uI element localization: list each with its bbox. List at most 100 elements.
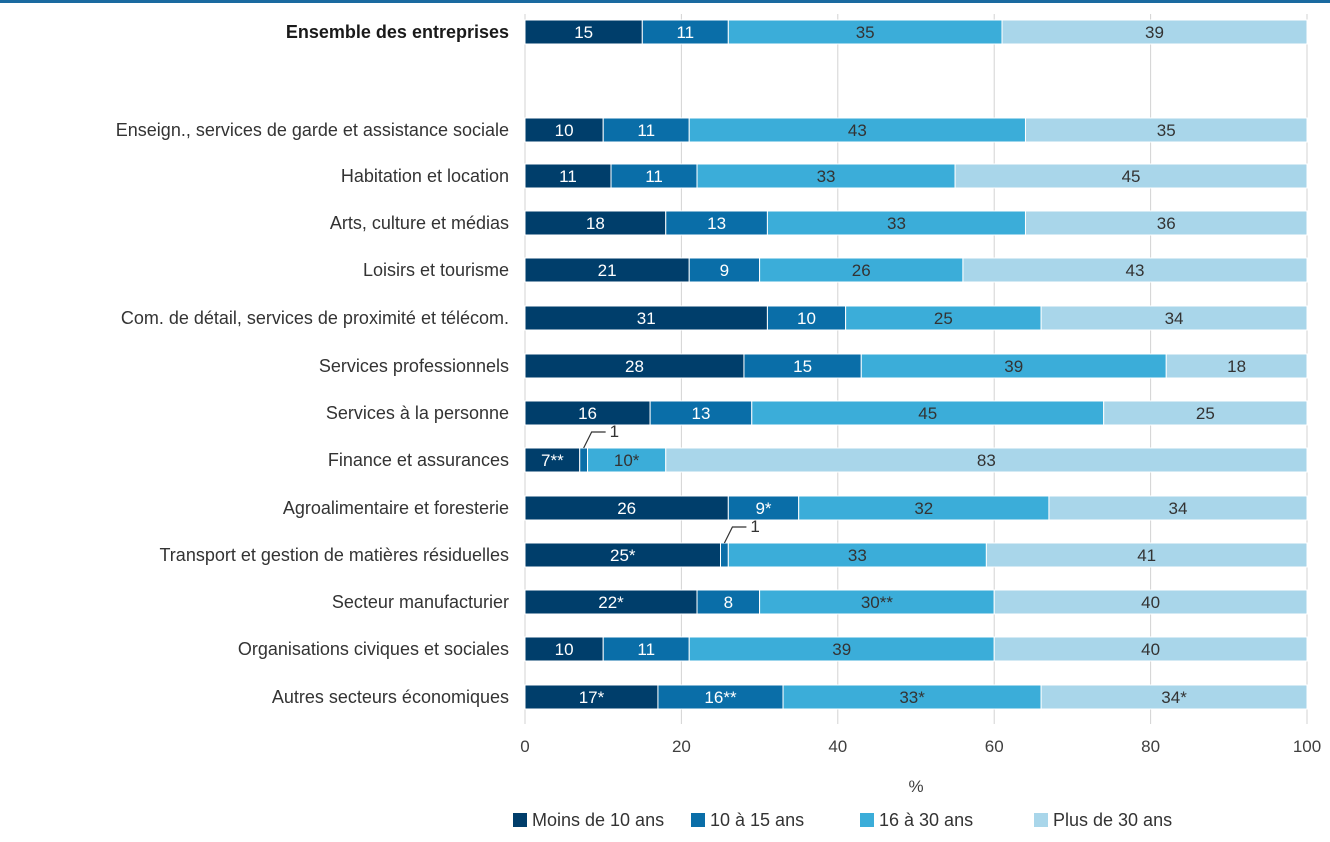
bar-segment: [524, 684, 659, 710]
data-label: 11: [637, 640, 655, 659]
bar-segment: [993, 589, 1308, 615]
data-label: 45: [918, 404, 937, 423]
bar-segment: [1165, 353, 1308, 379]
category-label: Autres secteurs économiques: [272, 687, 509, 707]
bar-segment: [1024, 117, 1308, 143]
x-tick-label: 80: [1141, 737, 1160, 756]
bar-segment: [798, 495, 1050, 521]
category-label: Arts, culture et médias: [330, 213, 509, 233]
data-label: 40: [1141, 593, 1160, 612]
category-label: Ensemble des entreprises: [286, 22, 509, 42]
bar-segment: [1040, 305, 1308, 331]
data-label: 35: [856, 23, 875, 42]
data-label: 13: [691, 404, 710, 423]
data-label: 26: [617, 499, 636, 518]
legend-label: 10 à 15 ans: [710, 810, 804, 830]
data-label: 10: [555, 640, 574, 659]
category-label: Finance et assurances: [328, 450, 509, 470]
bar-segment: [1048, 495, 1308, 521]
data-label: 34: [1169, 499, 1188, 518]
bar-segment: [860, 353, 1167, 379]
data-label: 13: [707, 214, 726, 233]
x-tick-label: 20: [672, 737, 691, 756]
x-tick-label: 0: [520, 737, 529, 756]
bar-segment: [649, 400, 753, 426]
data-label: 39: [1145, 23, 1164, 42]
category-label: Secteur manufacturier: [332, 592, 509, 612]
leader-line: [723, 526, 747, 544]
data-label: 15: [793, 357, 812, 376]
data-label: 40: [1141, 640, 1160, 659]
category-label: Services à la personne: [326, 403, 509, 423]
data-label: 18: [1227, 357, 1246, 376]
bar-segment: [665, 210, 768, 236]
data-label: 18: [586, 214, 605, 233]
bar-segment: [524, 589, 698, 615]
data-label: 1: [750, 517, 759, 536]
data-label: 43: [1125, 261, 1144, 280]
data-label: 43: [848, 121, 867, 140]
bar-segment: [759, 589, 995, 615]
bar-segment: [610, 163, 698, 189]
data-label: 22*: [598, 593, 624, 612]
bar-segment: [524, 257, 690, 283]
bar-segment: [579, 447, 589, 473]
bar-segment: [524, 210, 667, 236]
bar-segment: [751, 400, 1105, 426]
category-label: Com. de détail, services de proximité et…: [121, 308, 509, 328]
data-label: 10: [555, 121, 574, 140]
category-label: Transport et gestion de matières résidue…: [159, 545, 509, 565]
data-label: 34*: [1161, 688, 1187, 707]
category-label: Loisirs et tourisme: [363, 260, 509, 280]
bar-segment: [1040, 684, 1308, 710]
data-label: 83: [977, 451, 996, 470]
data-label: 10*: [614, 451, 640, 470]
data-label: 21: [598, 261, 617, 280]
data-label: 11: [637, 121, 655, 140]
data-label: 11: [645, 167, 663, 186]
bar-segment: [602, 117, 690, 143]
data-label: 30**: [861, 593, 894, 612]
bar-segment: [524, 400, 651, 426]
legend-swatch: [860, 813, 874, 827]
bar-segment: [524, 447, 581, 473]
data-label: 28: [625, 357, 644, 376]
data-label: 33: [887, 214, 906, 233]
bar-segment: [696, 163, 956, 189]
bar-segment: [524, 305, 768, 331]
data-label: 7**: [541, 451, 564, 470]
x-axis-title: %: [908, 777, 923, 796]
data-label: 9*: [755, 499, 771, 518]
bar-segment: [524, 163, 612, 189]
top-accent-line: [0, 0, 1330, 3]
data-label: 15: [574, 23, 593, 42]
bar-segment: [954, 163, 1308, 189]
bar-segment: [524, 636, 604, 662]
bar-segment: [657, 684, 784, 710]
data-label: 11: [676, 23, 694, 42]
bar-segment: [1103, 400, 1308, 426]
bar-segment: [688, 117, 1026, 143]
bar-segment: [743, 353, 862, 379]
data-label: 36: [1157, 214, 1176, 233]
data-label: 35: [1157, 121, 1176, 140]
data-label: 33*: [899, 688, 925, 707]
data-label: 31: [637, 309, 656, 328]
data-label: 33: [848, 546, 867, 565]
legend-swatch: [1034, 813, 1048, 827]
data-label: 39: [1004, 357, 1023, 376]
bar-segment: [720, 542, 729, 568]
bar-segment: [845, 305, 1042, 331]
bar-segment: [985, 542, 1308, 568]
data-label: 1: [610, 422, 619, 441]
data-label: 9: [720, 261, 729, 280]
x-tick-label: 60: [985, 737, 1004, 756]
data-label: 39: [832, 640, 851, 659]
legend-swatch: [513, 813, 527, 827]
data-label: 45: [1122, 167, 1141, 186]
leader-line: [583, 431, 606, 449]
data-label: 25*: [610, 546, 636, 565]
bar-segment: [1001, 19, 1308, 45]
data-label: 25: [1196, 404, 1215, 423]
